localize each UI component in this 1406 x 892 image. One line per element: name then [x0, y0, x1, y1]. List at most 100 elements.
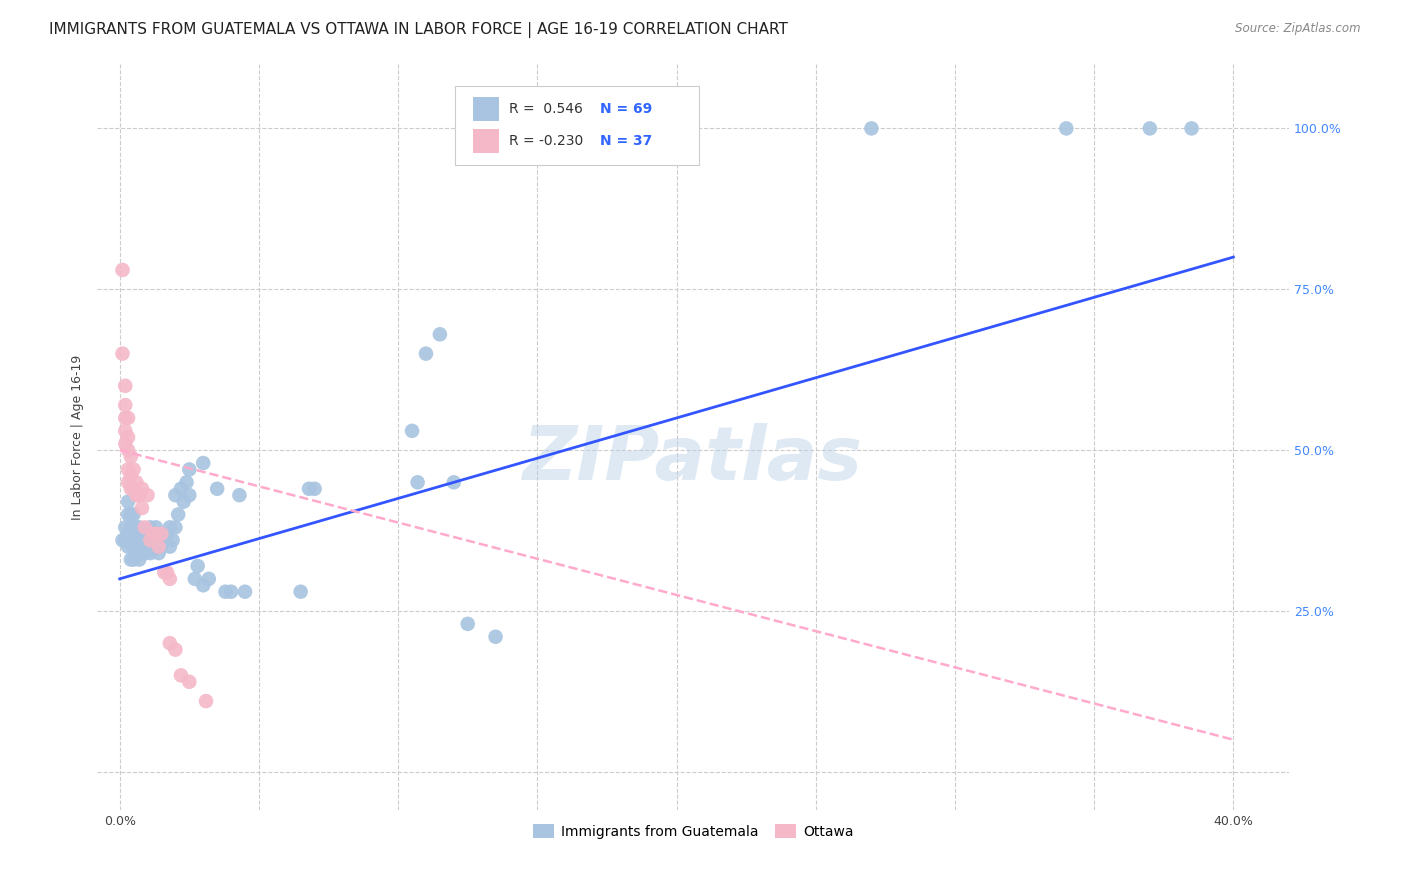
Point	[125, 475, 148, 490]
Point	[139, 533, 162, 548]
Point	[139, 546, 162, 560]
Point	[120, 533, 142, 548]
Point	[117, 430, 139, 444]
Point	[142, 533, 165, 548]
Point	[114, 533, 136, 548]
FancyBboxPatch shape	[456, 87, 699, 165]
Point	[1054, 121, 1077, 136]
Point	[159, 636, 181, 650]
Point	[156, 526, 179, 541]
Point	[120, 520, 142, 534]
Point	[117, 443, 139, 458]
Point	[198, 572, 221, 586]
Point	[114, 436, 136, 450]
Point	[111, 346, 134, 360]
Point	[214, 584, 236, 599]
Point	[122, 462, 145, 476]
Point	[131, 533, 153, 548]
Text: Source: ZipAtlas.com: Source: ZipAtlas.com	[1236, 22, 1361, 36]
Point	[111, 263, 134, 277]
Point	[120, 450, 142, 464]
Point	[125, 546, 148, 560]
Point	[228, 488, 250, 502]
Text: N = 37: N = 37	[600, 134, 652, 148]
Point	[136, 488, 159, 502]
Point	[233, 584, 256, 599]
Point	[193, 578, 215, 592]
Point	[134, 526, 156, 541]
Point	[114, 411, 136, 425]
Point	[136, 526, 159, 541]
Point	[184, 572, 207, 586]
Point	[415, 346, 437, 360]
Point	[128, 488, 150, 502]
Point	[125, 533, 148, 548]
Point	[125, 488, 148, 502]
Point	[156, 566, 179, 580]
Point	[148, 546, 170, 560]
Point	[170, 668, 193, 682]
Point	[165, 488, 187, 502]
Point	[173, 494, 195, 508]
Text: ZIPatlas: ZIPatlas	[523, 423, 863, 496]
Point	[120, 508, 142, 522]
Point	[134, 520, 156, 534]
Point	[176, 475, 198, 490]
Point	[179, 488, 201, 502]
Point	[120, 552, 142, 566]
Point	[117, 475, 139, 490]
Point	[125, 520, 148, 534]
Text: N = 69: N = 69	[600, 102, 652, 116]
Point	[170, 482, 193, 496]
Point	[145, 520, 167, 534]
Point	[111, 533, 134, 548]
Point	[153, 533, 176, 548]
Point	[193, 456, 215, 470]
Point	[142, 526, 165, 541]
Point	[187, 558, 209, 573]
Point	[860, 121, 883, 136]
Point	[117, 526, 139, 541]
Point	[117, 411, 139, 425]
Point	[117, 540, 139, 554]
Legend: Immigrants from Guatemala, Ottawa: Immigrants from Guatemala, Ottawa	[527, 819, 859, 845]
Point	[131, 501, 153, 516]
Point	[120, 469, 142, 483]
Point	[122, 552, 145, 566]
Point	[304, 482, 326, 496]
Point	[159, 540, 181, 554]
Point	[145, 526, 167, 541]
Point	[122, 508, 145, 522]
Point	[298, 482, 321, 496]
Point	[131, 482, 153, 496]
Point	[148, 526, 170, 541]
Point	[117, 508, 139, 522]
Point	[136, 540, 159, 554]
Point	[131, 546, 153, 560]
Point	[429, 327, 451, 342]
Point	[159, 572, 181, 586]
Point	[179, 462, 201, 476]
Point	[1139, 121, 1161, 136]
Point	[117, 494, 139, 508]
Point	[290, 584, 312, 599]
Text: R =  0.546: R = 0.546	[509, 102, 582, 116]
FancyBboxPatch shape	[472, 97, 499, 120]
Point	[1181, 121, 1204, 136]
Point	[150, 540, 173, 554]
Point	[117, 462, 139, 476]
Point	[179, 674, 201, 689]
Point	[205, 482, 228, 496]
Point	[122, 482, 145, 496]
Point	[159, 520, 181, 534]
Point	[114, 520, 136, 534]
Point	[114, 398, 136, 412]
Point	[120, 482, 142, 496]
Point	[148, 540, 170, 554]
Point	[139, 520, 162, 534]
Point	[406, 475, 429, 490]
Point	[122, 540, 145, 554]
Point	[114, 379, 136, 393]
Point	[219, 584, 242, 599]
Point	[401, 424, 423, 438]
